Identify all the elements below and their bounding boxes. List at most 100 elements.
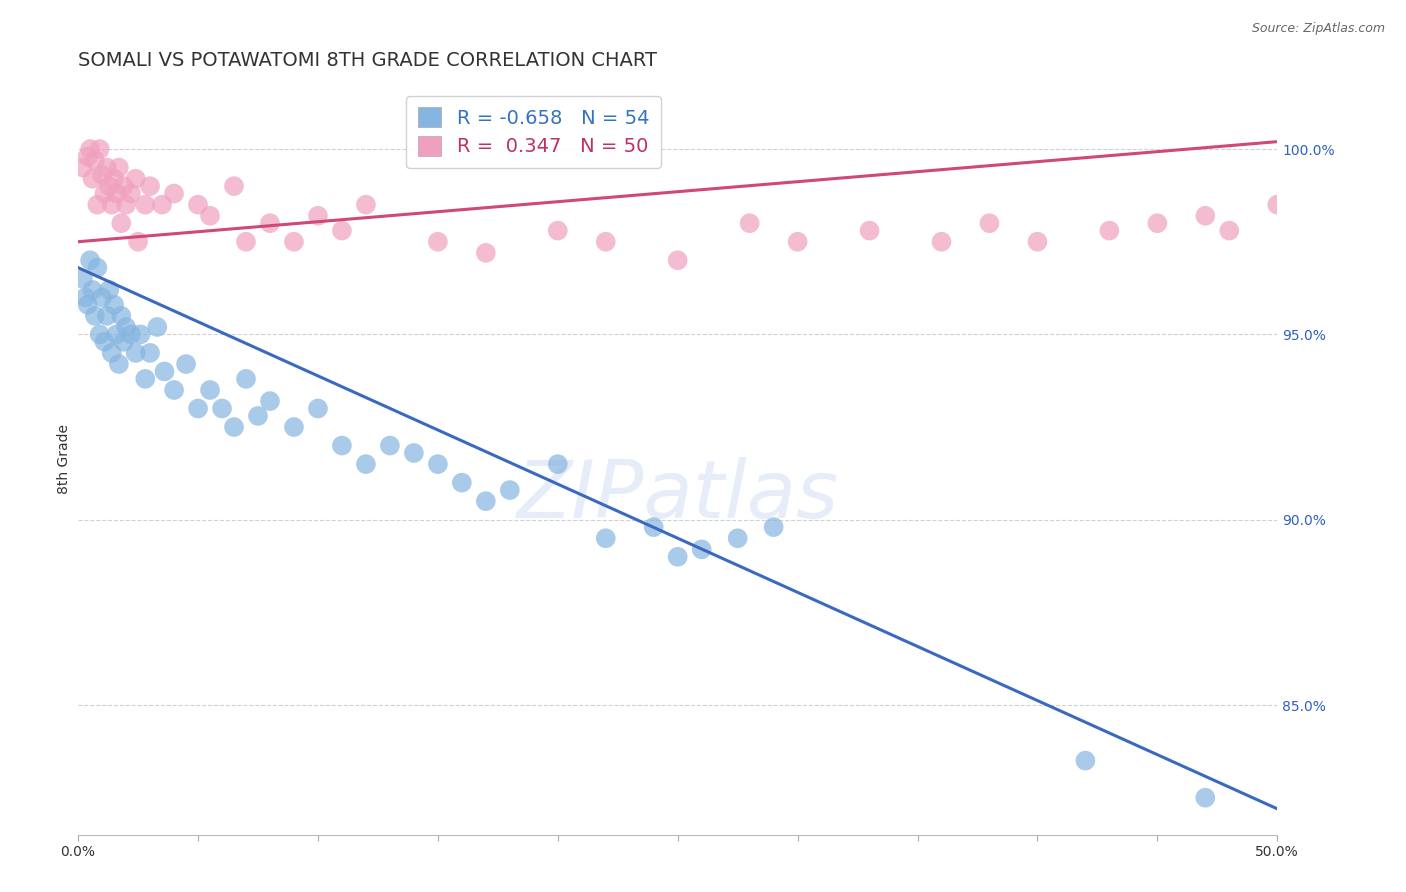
Point bbox=[174, 357, 197, 371]
Point bbox=[120, 327, 142, 342]
Point bbox=[103, 171, 125, 186]
Point bbox=[1194, 790, 1216, 805]
Point bbox=[89, 142, 111, 156]
Point bbox=[690, 542, 713, 557]
Point bbox=[547, 224, 569, 238]
Point bbox=[100, 197, 122, 211]
Point bbox=[79, 253, 101, 268]
Point bbox=[235, 372, 257, 386]
Point bbox=[75, 290, 97, 304]
Point bbox=[125, 346, 148, 360]
Point bbox=[259, 216, 281, 230]
Point bbox=[1194, 209, 1216, 223]
Point bbox=[129, 327, 152, 342]
Point bbox=[98, 283, 121, 297]
Point bbox=[222, 420, 245, 434]
Text: Source: ZipAtlas.com: Source: ZipAtlas.com bbox=[1251, 22, 1385, 36]
Point bbox=[283, 420, 305, 434]
Point bbox=[426, 235, 449, 249]
Point bbox=[1265, 197, 1288, 211]
Point bbox=[103, 298, 125, 312]
Point bbox=[108, 161, 131, 175]
Point bbox=[1026, 235, 1049, 249]
Point bbox=[150, 197, 173, 211]
Point bbox=[858, 224, 880, 238]
Point bbox=[330, 439, 353, 453]
Point bbox=[426, 457, 449, 471]
Point bbox=[547, 457, 569, 471]
Point bbox=[222, 179, 245, 194]
Point bbox=[786, 235, 808, 249]
Point bbox=[76, 149, 98, 163]
Point bbox=[979, 216, 1001, 230]
Text: SOMALI VS POTAWATOMI 8TH GRADE CORRELATION CHART: SOMALI VS POTAWATOMI 8TH GRADE CORRELATI… bbox=[79, 51, 657, 70]
Point bbox=[120, 186, 142, 201]
Point bbox=[259, 394, 281, 409]
Point bbox=[134, 372, 156, 386]
Point bbox=[91, 290, 114, 304]
Point bbox=[1146, 216, 1168, 230]
Point bbox=[93, 334, 115, 349]
Point bbox=[307, 209, 329, 223]
Y-axis label: 8th Grade: 8th Grade bbox=[58, 424, 72, 493]
Point bbox=[330, 224, 353, 238]
Point bbox=[595, 531, 617, 545]
Point bbox=[127, 235, 149, 249]
Point bbox=[96, 161, 118, 175]
Point bbox=[82, 171, 104, 186]
Point bbox=[105, 186, 128, 201]
Point bbox=[666, 549, 689, 564]
Point bbox=[1218, 224, 1240, 238]
Point bbox=[727, 531, 749, 545]
Point bbox=[91, 168, 114, 182]
Point bbox=[84, 309, 107, 323]
Point bbox=[110, 216, 132, 230]
Point bbox=[198, 209, 221, 223]
Point bbox=[1098, 224, 1121, 238]
Point bbox=[112, 334, 135, 349]
Point bbox=[100, 346, 122, 360]
Point bbox=[93, 186, 115, 201]
Point bbox=[125, 171, 148, 186]
Point bbox=[643, 520, 665, 534]
Point bbox=[82, 283, 104, 297]
Legend: R = -0.658   N = 54, R =  0.347   N = 50: R = -0.658 N = 54, R = 0.347 N = 50 bbox=[406, 95, 661, 168]
Point bbox=[354, 197, 377, 211]
Point bbox=[89, 327, 111, 342]
Point bbox=[105, 327, 128, 342]
Point bbox=[98, 179, 121, 194]
Point bbox=[475, 245, 498, 260]
Point bbox=[84, 153, 107, 168]
Point bbox=[163, 186, 186, 201]
Point bbox=[235, 235, 257, 249]
Point bbox=[211, 401, 233, 416]
Point bbox=[86, 197, 108, 211]
Point bbox=[110, 309, 132, 323]
Point bbox=[139, 346, 162, 360]
Point bbox=[475, 494, 498, 508]
Point bbox=[450, 475, 472, 490]
Point bbox=[354, 457, 377, 471]
Point bbox=[283, 235, 305, 249]
Point bbox=[115, 197, 138, 211]
Point bbox=[139, 179, 162, 194]
Point bbox=[72, 272, 94, 286]
Point bbox=[402, 446, 425, 460]
Point bbox=[115, 320, 138, 334]
Point bbox=[187, 401, 209, 416]
Point bbox=[146, 320, 169, 334]
Point bbox=[163, 383, 186, 397]
Point bbox=[378, 439, 401, 453]
Point bbox=[595, 235, 617, 249]
Point bbox=[153, 364, 176, 378]
Point bbox=[931, 235, 953, 249]
Point bbox=[246, 409, 269, 423]
Point bbox=[86, 260, 108, 275]
Point bbox=[1074, 754, 1097, 768]
Point bbox=[198, 383, 221, 397]
Point bbox=[79, 142, 101, 156]
Point bbox=[112, 179, 135, 194]
Point bbox=[108, 357, 131, 371]
Point bbox=[76, 298, 98, 312]
Point bbox=[96, 309, 118, 323]
